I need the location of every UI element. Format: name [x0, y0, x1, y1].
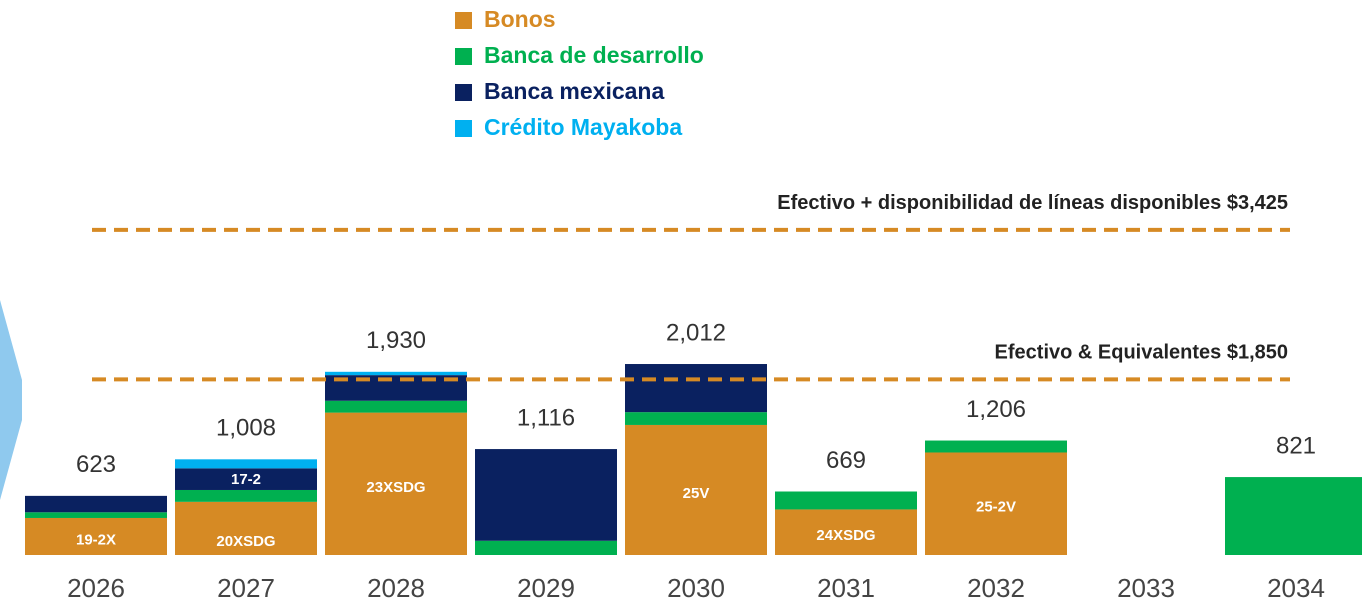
x-tick-label: 2029 — [517, 573, 575, 603]
bar-segment — [175, 489, 317, 502]
x-tick-label: 2030 — [667, 573, 725, 603]
total-label: 623 — [76, 451, 116, 478]
legend-label: Bonos — [484, 6, 556, 32]
bar-inner-label: 25-2V — [976, 499, 1016, 516]
legend-swatch — [455, 12, 472, 29]
bar-segment — [25, 512, 167, 518]
total-label: 1,206 — [966, 396, 1026, 423]
total-label: 1,116 — [517, 404, 575, 431]
legend-label: Banca mexicana — [484, 78, 664, 104]
bar-segment — [625, 424, 767, 555]
bar-segment — [775, 509, 917, 555]
x-tick-label: 2028 — [367, 573, 425, 603]
bar-segment — [925, 440, 1067, 453]
total-label: 1,930 — [366, 327, 426, 354]
bar-segment — [925, 452, 1067, 555]
bar-segment — [325, 375, 467, 401]
legend-label: Banca de desarrollo — [484, 42, 704, 68]
bar-segment — [325, 371, 467, 376]
total-label: 1,008 — [216, 415, 276, 442]
bar-inner-label: 19-2X — [76, 531, 116, 548]
bar-inner-label: 20XSDG — [216, 533, 275, 550]
reference-label: Efectivo & Equivalentes $1,850 — [995, 342, 1288, 364]
legend-swatch — [455, 48, 472, 65]
bar-segment — [325, 412, 467, 555]
bar-segment — [1225, 477, 1362, 555]
reference-label: Efectivo + disponibilidad de líneas disp… — [777, 192, 1288, 214]
bar-segment — [25, 495, 167, 513]
bar-segment — [475, 449, 617, 541]
x-tick-label: 2032 — [967, 573, 1025, 603]
bar-segment — [625, 364, 767, 413]
bar-inner-label: 17-2 — [231, 471, 261, 488]
decorative-arrow — [0, 300, 22, 500]
bar-segment — [475, 540, 617, 555]
legend-swatch — [455, 84, 472, 101]
total-label: 821 — [1276, 432, 1316, 459]
x-tick-label: 2034 — [1267, 573, 1325, 603]
total-label: 669 — [826, 447, 866, 474]
bar-segment — [175, 459, 317, 469]
bar-inner-label: 23XSDG — [366, 479, 425, 496]
legend-label: Crédito Mayakoba — [484, 114, 682, 140]
bar-segment — [175, 501, 317, 555]
total-label: 2,012 — [666, 319, 726, 346]
x-tick-label: 2026 — [67, 573, 125, 603]
bar-segment — [775, 491, 917, 510]
legend-swatch — [455, 120, 472, 137]
bar-segment — [625, 412, 767, 425]
bar-segment — [175, 468, 317, 490]
x-tick-label: 2033 — [1117, 573, 1175, 603]
bar-inner-label: 24XSDG — [816, 527, 875, 544]
x-tick-label: 2027 — [217, 573, 275, 603]
bar-segment — [25, 517, 167, 555]
x-tick-label: 2031 — [817, 573, 875, 603]
bar-inner-label: 25V — [683, 485, 710, 502]
bar-segment — [325, 400, 467, 413]
